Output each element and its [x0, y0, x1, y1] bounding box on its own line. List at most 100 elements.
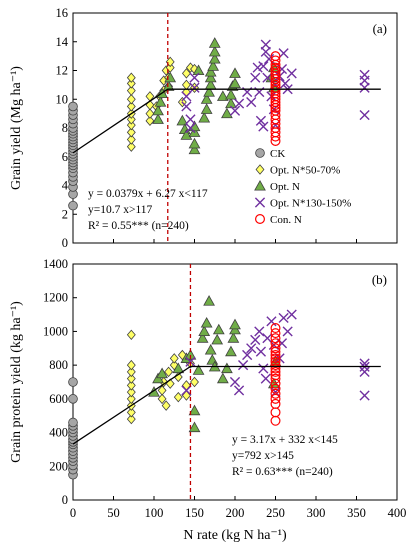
- a-data-point: [208, 52, 221, 64]
- b-data-point: [270, 353, 281, 364]
- b-data-point: [216, 372, 229, 384]
- b-data-point: [258, 363, 269, 374]
- a-y-tick-label: 12: [56, 64, 69, 78]
- b-equation-line: y = 3.17x + 332 x<145: [232, 434, 338, 446]
- a-series-opt-n: [152, 37, 280, 155]
- b-data-point: [68, 377, 78, 387]
- b-data-point: [270, 383, 281, 394]
- b-x-tick-label: 300: [307, 506, 326, 520]
- a-data-point: [260, 39, 271, 50]
- a-data-point: [126, 134, 136, 145]
- b-y-tick-label: 200: [49, 459, 68, 473]
- b-y-tick-label: 800: [49, 358, 68, 372]
- b-data-point: [270, 360, 281, 371]
- a-data-point: [200, 103, 213, 114]
- b-data-point: [270, 350, 281, 361]
- a-data-point: [145, 108, 155, 119]
- b-data-point: [68, 394, 78, 404]
- b-data-point: [260, 373, 271, 384]
- a-data-point: [258, 61, 269, 72]
- a-equation-line: y = 0.0379x + 6.27 x<117: [88, 188, 208, 200]
- b-data-point: [266, 316, 277, 327]
- b-data-point: [126, 380, 136, 391]
- b-data-point: [255, 346, 267, 357]
- b-data-point: [270, 323, 281, 334]
- a-y-tick-label: 14: [56, 35, 69, 49]
- b-x-tick-label: 200: [226, 506, 245, 520]
- b-data-point: [172, 362, 185, 374]
- b-data-point: [270, 415, 281, 426]
- a-data-point: [188, 143, 201, 155]
- b-data-point: [188, 421, 201, 433]
- b-data-point: [211, 333, 224, 345]
- a-data-point: [221, 107, 233, 119]
- a-data-point: [258, 121, 269, 132]
- b-data-point: [206, 354, 219, 365]
- b-y-tick-label: 1400: [43, 257, 68, 271]
- a-data-point: [185, 114, 196, 125]
- a-data-point: [126, 114, 136, 125]
- a-data-point: [198, 111, 211, 123]
- a-data-point: [126, 72, 136, 83]
- b-data-point: [184, 349, 197, 360]
- legend: CK Opt. N*50-70% Opt. N Opt. N*130-150% Con.…: [254, 148, 351, 226]
- legend-marker: [255, 164, 265, 175]
- b-data-point: [270, 366, 281, 377]
- b-equation-line: y=792 x>145: [232, 450, 294, 462]
- a-data-point: [192, 64, 205, 76]
- b-data-point: [126, 373, 136, 384]
- legend-marker: [254, 179, 266, 191]
- a-y-tick-label: 16: [56, 6, 69, 20]
- a-y-tick-label: 8: [62, 121, 68, 135]
- a-data-point: [176, 114, 189, 126]
- b-data-point: [212, 323, 225, 335]
- a-data-point: [181, 101, 192, 112]
- b-data-point: [270, 333, 281, 344]
- b-data-point: [246, 343, 257, 354]
- a-data-point: [208, 45, 221, 57]
- b-x-axis-label: N rate (kg N ha⁻¹): [183, 528, 287, 543]
- b-data-point: [126, 359, 136, 371]
- panel-a: 0 2 4 6 8 10 12 14 16 Grain yield (Mg ha⁻¹) (a) y =…: [9, 6, 398, 250]
- a-data-point: [229, 105, 241, 116]
- a-y-tick-label: 6: [62, 150, 68, 164]
- b-data-point: [126, 366, 136, 378]
- a-data-point: [216, 90, 229, 101]
- a-data-point: [270, 65, 281, 76]
- a-data-point: [260, 46, 271, 57]
- a-y-tick-label: 4: [62, 179, 69, 193]
- a-data-point: [278, 48, 289, 59]
- a-data-point: [203, 86, 215, 97]
- a-panel-label: (a): [373, 21, 387, 36]
- a-data-point: [126, 127, 136, 138]
- a-data-point: [126, 78, 136, 89]
- a-y-tick-label: 2: [62, 207, 68, 221]
- b-data-point: [198, 325, 211, 336]
- b-series-opt-n-50-70-: [126, 329, 199, 425]
- b-data-point: [270, 370, 281, 381]
- b-data-point: [270, 328, 281, 339]
- b-data-point: [169, 353, 179, 364]
- b-x-tick-label: 100: [145, 506, 164, 520]
- a-data-point: [152, 113, 164, 124]
- b-y-tick-label: 0: [62, 493, 68, 507]
- b-data-point: [229, 318, 241, 330]
- a-data-point: [359, 109, 370, 121]
- a-data-point: [270, 55, 281, 66]
- b-data-point: [126, 386, 136, 398]
- a-data-point: [233, 98, 245, 109]
- b-data-point: [204, 343, 217, 355]
- panel-b: 0 200 400 600 800 1000 1200 1400 0 50 100 150 200 250…: [9, 257, 406, 543]
- b-data-point: [233, 385, 245, 396]
- b-equation-line: R² = 0.63*** (n=240): [232, 466, 333, 478]
- a-data-point: [181, 91, 192, 102]
- a-data-point: [181, 68, 191, 79]
- b-data-point: [221, 362, 233, 374]
- a-data-point: [276, 63, 288, 75]
- b-data-point: [190, 376, 199, 388]
- b-data-point: [157, 385, 167, 396]
- a-data-point: [270, 62, 281, 73]
- b-data-point: [238, 360, 249, 371]
- a-data-point: [189, 72, 200, 83]
- a-y-tick-label: 0: [62, 236, 68, 250]
